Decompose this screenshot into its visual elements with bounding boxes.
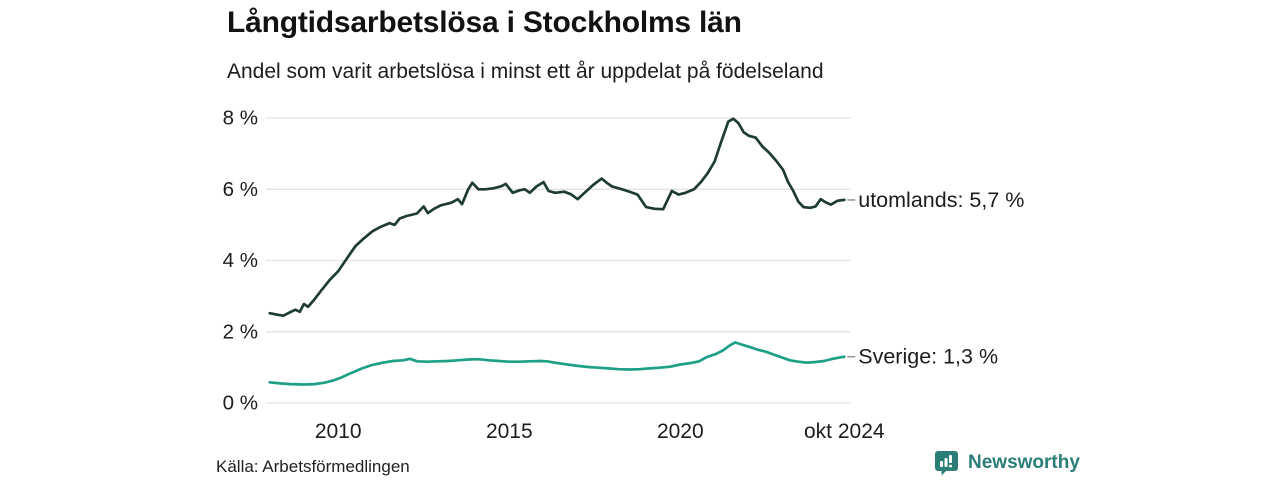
x-tick-label: okt 2024 xyxy=(804,420,885,443)
newsworthy-brand: Newsworthy xyxy=(934,450,1080,476)
series-end-label-utomlands: utomlands: 5,7 % xyxy=(858,188,1024,212)
series-end-label-sverige: Sverige: 1,3 % xyxy=(858,345,998,369)
x-tick-label: 2020 xyxy=(657,420,704,443)
y-tick-label: 0 % xyxy=(223,392,258,415)
newsworthy-logo-icon xyxy=(935,451,958,476)
y-tick-label: 6 % xyxy=(223,178,258,201)
series-line-sverige xyxy=(268,341,846,386)
source-text: Källa: Arbetsförmedlingen xyxy=(216,457,410,476)
y-tick-label: 4 % xyxy=(223,249,258,272)
series-line-utomlands xyxy=(268,117,846,318)
brand-name: Newsworthy xyxy=(968,452,1080,473)
x-tick-label: 2010 xyxy=(315,420,362,443)
chart-title: Långtidsarbetslösa i Stockholms län xyxy=(227,6,742,39)
y-tick-label: 8 % xyxy=(223,107,258,130)
x-tick-label: 2015 xyxy=(486,420,533,443)
chart-subtitle: Andel som varit arbetslösa i minst ett å… xyxy=(227,60,824,83)
y-tick-label: 2 % xyxy=(223,320,258,343)
